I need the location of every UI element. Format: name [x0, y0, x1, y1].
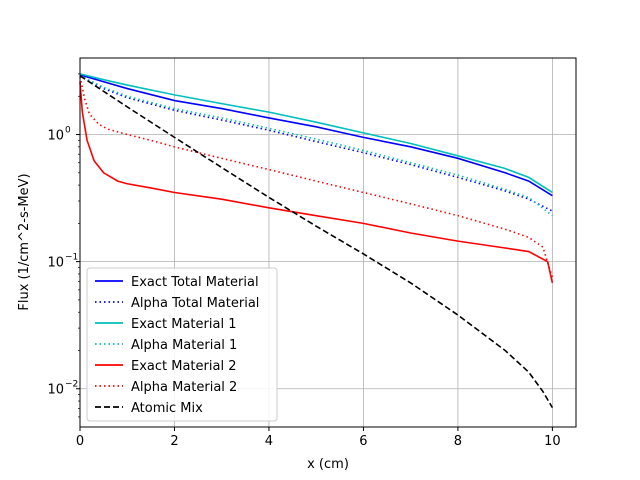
x-tick-label: 2 [170, 434, 178, 449]
x-tick-label: 0 [76, 434, 84, 449]
y-tick-label: 10 [47, 129, 64, 144]
y-tick-exponent: −1 [65, 253, 78, 263]
series-line [79, 75, 553, 212]
legend-label: Atomic Mix [131, 401, 203, 416]
series-line [79, 76, 554, 278]
legend-label: Alpha Total Material [131, 296, 259, 311]
series-line [79, 81, 554, 284]
legend-label: Alpha Material 1 [131, 338, 237, 353]
y-axis-label: Flux (1/cm^2-s-MeV) [17, 173, 32, 310]
plot-frame [79, 57, 577, 428]
x-tick-label: 6 [359, 434, 367, 449]
x-tick-label: 10 [544, 434, 561, 449]
legend-label: Exact Total Material [131, 275, 259, 290]
y-tick-exponent: 0 [65, 126, 71, 136]
series-line [79, 75, 554, 409]
legend-label: Alpha Material 2 [131, 380, 237, 395]
series-line [79, 74, 553, 197]
y-tick-label: 10 [47, 256, 64, 271]
series-lines [79, 73, 554, 409]
legend-box [86, 267, 278, 422]
x-tick-label: 4 [265, 434, 273, 449]
series-line [79, 73, 553, 194]
y-tick-label: 10 [47, 383, 64, 398]
x-tick-label: 8 [454, 434, 462, 449]
grid [79, 58, 576, 427]
x-axis-label: x (cm) [307, 457, 349, 472]
legend-label: Exact Material 2 [131, 359, 236, 374]
legend-label: Exact Material 1 [131, 317, 236, 332]
legend: Exact Total Material Alpha Total Material… [86, 267, 278, 422]
y-tick-exponent: −2 [65, 380, 78, 390]
